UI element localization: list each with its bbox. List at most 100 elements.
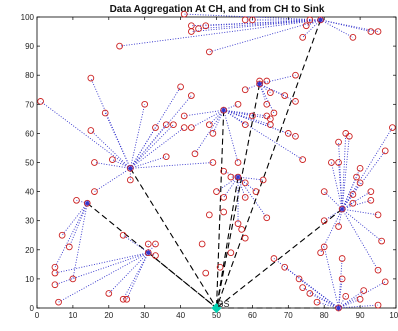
sensor-node — [241, 234, 249, 242]
sensor-node — [87, 74, 95, 82]
x-tick-label: 10 — [68, 311, 77, 320]
sensor-node — [205, 48, 213, 56]
member-link — [129, 104, 146, 169]
sensor-node — [227, 249, 235, 257]
sensor-node — [144, 240, 152, 248]
sensor-node — [69, 275, 77, 283]
member-link — [216, 176, 239, 192]
member-link — [130, 156, 167, 169]
sensor-node — [267, 121, 274, 129]
member-link — [147, 243, 156, 253]
sensor-node — [91, 188, 98, 195]
member-link — [316, 301, 339, 309]
cluster-head-marker — [145, 250, 151, 256]
sensor-node — [374, 266, 382, 274]
sink: BS — [211, 299, 230, 314]
sensor-node — [335, 138, 342, 146]
ch-sink-link — [215, 110, 225, 309]
cluster-head-node — [234, 173, 242, 181]
y-tick-label: 100 — [21, 13, 35, 22]
sensor-node — [188, 92, 195, 99]
sensor-node — [234, 220, 242, 227]
sensor-node — [292, 98, 299, 105]
member-link — [126, 252, 149, 300]
sensor-nodes — [37, 10, 396, 309]
y-tick-label: 0 — [30, 304, 35, 313]
member-link — [223, 109, 271, 120]
sensor-node — [234, 159, 242, 166]
sensor-node — [367, 196, 375, 204]
sensor-node — [209, 159, 217, 166]
sensor-node — [126, 176, 134, 184]
sensor-node — [378, 237, 385, 245]
y-tick-label: 70 — [25, 100, 34, 109]
x-tick-label: 90 — [356, 311, 365, 320]
x-tick-label: 50 — [212, 311, 221, 320]
sensor-node — [320, 217, 328, 225]
member-link — [237, 176, 246, 198]
sensor-node — [87, 127, 95, 134]
sensor-node — [152, 124, 159, 131]
cluster-head-node — [126, 164, 134, 172]
cluster-head-node — [338, 205, 346, 213]
member-link — [198, 19, 321, 30]
sensor-node — [234, 100, 242, 108]
member-link — [223, 109, 267, 117]
sensor-node — [101, 109, 109, 117]
x-tick-label: 80 — [320, 311, 329, 320]
member-link — [54, 252, 149, 286]
sensor-node — [302, 22, 310, 30]
sensor-node — [284, 130, 292, 137]
sensor-node — [281, 92, 289, 99]
x-tick-label: 30 — [140, 311, 149, 320]
sensor-node — [345, 132, 353, 140]
member-link — [323, 191, 343, 210]
member-link — [129, 124, 167, 169]
sensor-node — [220, 167, 228, 175]
sensor-node — [188, 124, 195, 131]
sensor-node — [267, 89, 274, 97]
sensor-node — [180, 10, 188, 18]
cluster-heads — [83, 16, 346, 312]
sensor-node — [123, 295, 131, 303]
cluster-head-marker — [221, 107, 227, 113]
sensor-node — [241, 121, 249, 129]
sensor-node — [213, 188, 220, 195]
sensor-node — [367, 28, 375, 35]
member-link — [223, 109, 246, 126]
sensor-node — [374, 28, 382, 35]
sensor-node — [295, 275, 303, 283]
sensor-node — [317, 249, 324, 257]
sensor-node — [205, 211, 213, 219]
sensor-node — [328, 159, 335, 166]
sensor-node — [37, 98, 44, 105]
sensor-node — [141, 100, 149, 108]
sensor-node — [202, 22, 210, 30]
sensor-node — [299, 284, 307, 291]
y-tick-label: 60 — [25, 129, 34, 138]
member-link — [108, 252, 149, 294]
member-link — [129, 86, 181, 169]
sensor-node — [299, 34, 307, 41]
member-link — [94, 167, 131, 192]
sensor-node — [249, 112, 256, 120]
sensor-node — [51, 269, 59, 277]
sensor-node — [177, 83, 184, 91]
cluster-head-marker — [127, 165, 133, 171]
sensor-node — [152, 240, 159, 248]
sensor-node — [119, 295, 127, 303]
sensor-node — [270, 255, 278, 262]
ch-sink-link — [215, 19, 322, 309]
sensor-node — [313, 298, 321, 306]
member-link — [330, 162, 343, 210]
member-link — [341, 136, 350, 210]
cluster-head-marker — [339, 206, 345, 212]
sensor-node — [238, 226, 245, 233]
cluster-head-node — [335, 304, 342, 312]
sensor-node — [374, 301, 382, 309]
cluster-head-node — [144, 249, 152, 257]
sensor-node — [381, 278, 389, 286]
member-link — [338, 258, 343, 309]
sensor-node — [227, 173, 235, 181]
cluster-head-node — [317, 16, 324, 24]
